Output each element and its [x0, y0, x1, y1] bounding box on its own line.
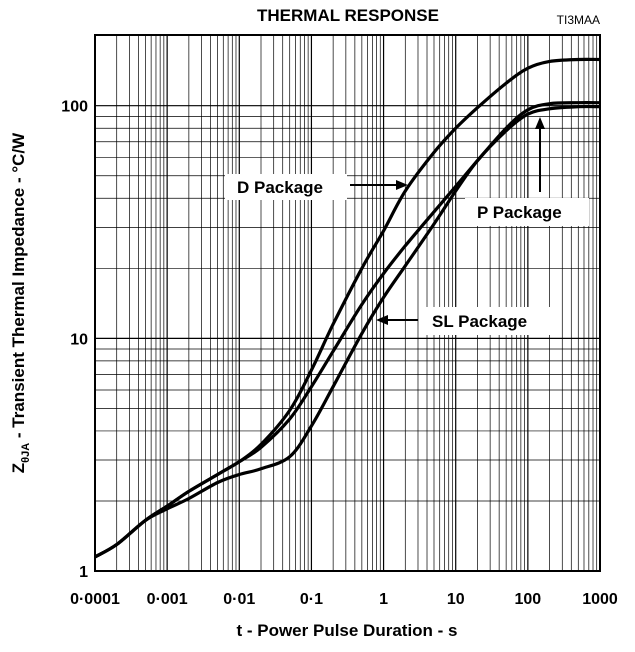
annotation-label-d-package: D Package	[237, 178, 323, 197]
y-tick-label: 1	[79, 564, 88, 581]
x-tick-label: 0·001	[147, 591, 188, 608]
x-tick-labels: 0·0001 0·001 0·01 0·1 1 10 100 1000	[70, 591, 618, 608]
figure-code: TI3MAA	[557, 13, 600, 27]
y-axis-label-symbol: Z	[9, 463, 28, 473]
y-tick-label: 100	[61, 99, 88, 116]
arrowhead-icon	[396, 180, 408, 190]
annotation-background-sl-package	[420, 307, 553, 335]
y-axis-label: ZθJA - Transient Thermal Impedance - °C/…	[9, 132, 32, 473]
x-axis-label: t - Power Pulse Duration - s	[236, 621, 457, 640]
chart-title: THERMAL RESPONSE	[257, 6, 439, 25]
arrowhead-icon	[376, 315, 388, 325]
annotation-label-p-package: P Package	[477, 203, 562, 222]
x-tick-label: 1	[379, 591, 388, 608]
y-axis-label-subscript: θJA	[20, 443, 32, 463]
series-line-sl-package	[94, 104, 601, 559]
y-axis-label-text: - Transient Thermal Impedance - °C/W	[9, 132, 28, 443]
x-tick-label: 1000	[582, 591, 618, 608]
y-tick-labels: 1 10 100	[61, 99, 88, 581]
series-annotations: D Package P Package SL Package	[225, 117, 589, 335]
x-tick-label: 10	[447, 591, 465, 608]
x-tick-label: 0·0001	[70, 591, 120, 608]
x-tick-label: 0·01	[223, 591, 255, 608]
y-tick-label: 10	[70, 331, 88, 348]
annotation-background-p-package	[465, 198, 589, 226]
series-line-p-package	[94, 101, 601, 559]
x-tick-label: 100	[515, 591, 542, 608]
x-tick-label: 0·1	[300, 591, 323, 608]
plot-frame	[94, 34, 601, 572]
series-lines	[94, 57, 601, 559]
annotation-label-sl-package: SL Package	[432, 312, 527, 331]
annotation-background-d-package	[225, 174, 347, 200]
arrowhead-icon	[535, 117, 545, 129]
horizontal-gridlines	[95, 105, 600, 502]
